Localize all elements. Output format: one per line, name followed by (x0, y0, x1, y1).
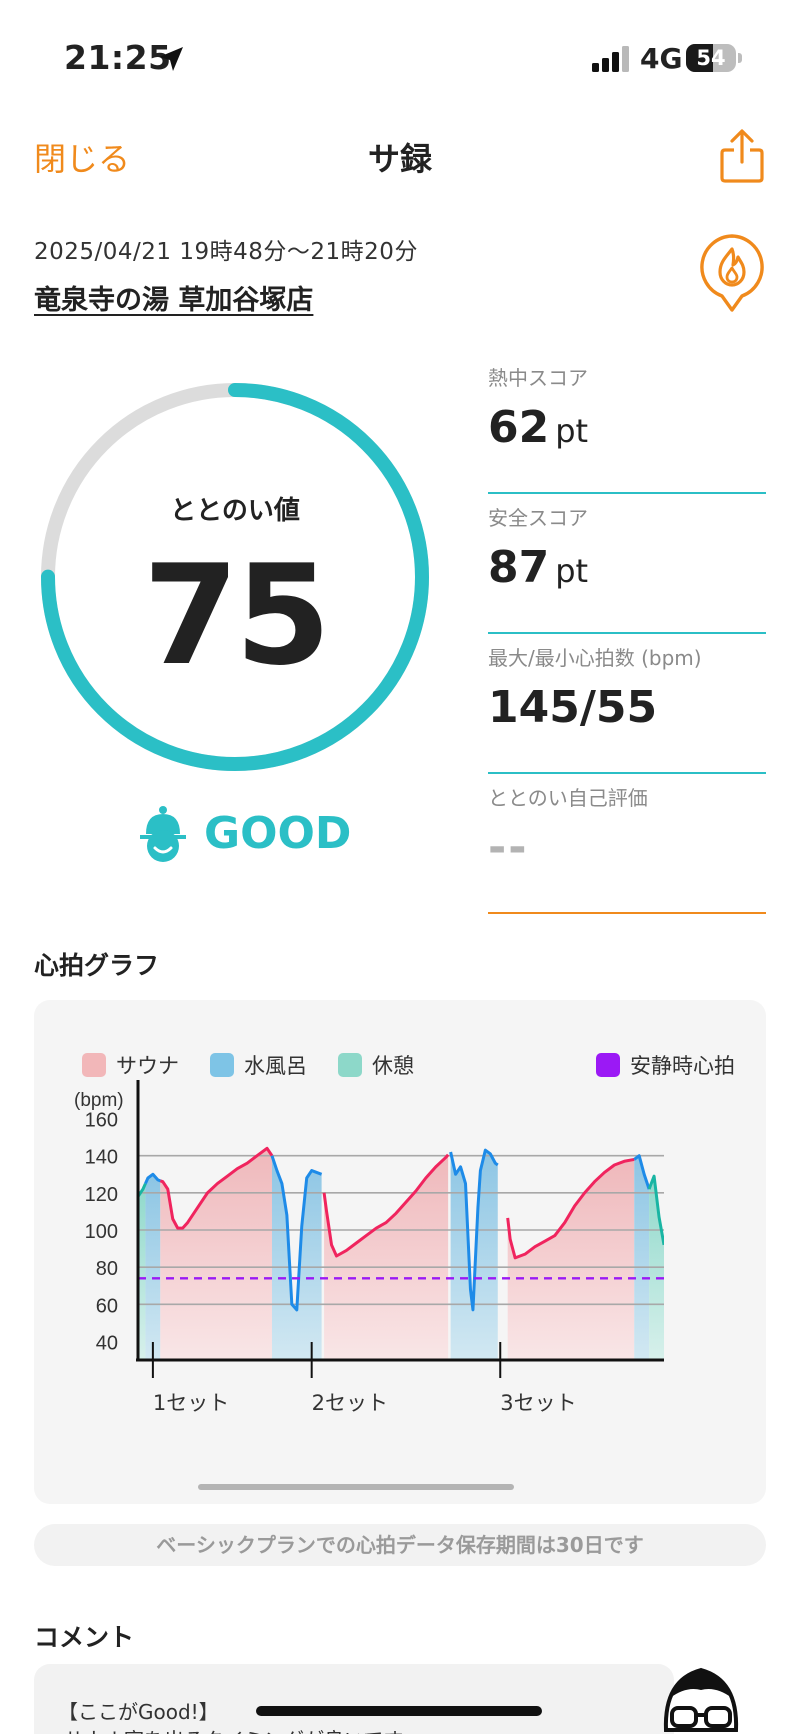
close-button[interactable]: 閉じる (34, 140, 131, 178)
battery-level: 54 (696, 46, 726, 70)
y-tick-label: 120 (85, 1184, 118, 1206)
session-datetime: 2025/04/21 19時48分～21時20分 (34, 239, 418, 265)
metric-value: 62 pt (488, 402, 589, 453)
water-hr-line (144, 1172, 161, 1185)
legend-swatch (82, 1053, 106, 1077)
y-tick-label: 160 (85, 1110, 118, 1132)
legend-label: 水風呂 (244, 1054, 307, 1078)
sauna-hr-line (322, 1153, 450, 1258)
heart-rate-range-metric: 最大/最小心拍数 (bpm) 145/55 (488, 642, 766, 774)
comment-section-title: コメント (34, 1623, 135, 1652)
water-hr-line (449, 1148, 499, 1312)
metric-label: 最大/最小心拍数 (bpm) (488, 646, 702, 670)
comment-heading: 【ここがGood!】 (58, 1700, 219, 1724)
fire-badge-icon[interactable] (696, 232, 768, 314)
sauna-phase-area (507, 1159, 635, 1360)
storage-notice: ベーシックプランでの心拍データ保存期間は30日です (34, 1524, 766, 1566)
legend-water: 水風呂 (210, 1050, 307, 1080)
set-label: 3セット (500, 1391, 576, 1415)
sauna-hr-line (506, 1157, 635, 1260)
metric-label: ととのい自己評価 (488, 786, 648, 810)
legend-swatch (596, 1053, 620, 1077)
set-label: 2セット (312, 1391, 388, 1415)
rest-phase-area (649, 1176, 664, 1360)
legend-swatch (338, 1053, 362, 1077)
water-phase-area (271, 1155, 322, 1360)
y-tick-label: 100 (85, 1221, 118, 1243)
heart-rate-graph-card[interactable]: サウナ 水風呂 休憩 安静時心拍 40 60 80 100 120 140 160 (bpm)… (34, 1000, 766, 1504)
gauge-progress-arc (41, 383, 429, 771)
legend-resting-hr: 安静時心拍 (596, 1050, 735, 1080)
self-rating-metric[interactable]: ととのい自己評価 -- (488, 782, 766, 914)
metric-label: 安全スコア (488, 506, 588, 530)
sauna-phase-area (324, 1154, 449, 1360)
sauna-hr-line (159, 1146, 274, 1230)
battery-tip (738, 53, 742, 63)
y-tick-label: 140 (85, 1147, 118, 1169)
water-phase-area (634, 1155, 650, 1360)
comment-body: サウナ室を出るタイミングが良いです (64, 1724, 403, 1734)
graph-section-title: 心拍グラフ (34, 951, 160, 980)
totonoi-score: 75 (142, 535, 331, 696)
totonoi-gauge (41, 383, 429, 771)
heart-rate-chart: 40 60 80 100 120 140 160(bpm) 1セット 2セット 3セット (74, 1080, 664, 1415)
home-indicator (256, 1706, 542, 1716)
legend-sauna: サウナ (82, 1050, 179, 1080)
rating-label: GOOD (204, 808, 352, 859)
rest-hr-line (647, 1174, 664, 1246)
water-phase-area (450, 1150, 498, 1360)
y-axis-label: (bpm) (74, 1090, 124, 1111)
rest-phase-area (138, 1183, 146, 1360)
advisor-avatar-icon (663, 1667, 739, 1732)
y-tick-label: 80 (96, 1258, 118, 1280)
legend-rest: 休憩 (338, 1050, 414, 1080)
facility-link[interactable]: 竜泉寺の湯 草加谷塚店 (34, 285, 314, 316)
share-icon[interactable] (718, 128, 766, 184)
water-hr-line (633, 1154, 651, 1190)
cellular-signal-icon (592, 46, 629, 72)
page-title: サ録 (367, 140, 432, 178)
metric-value: -- (488, 822, 529, 873)
location-arrow-icon (159, 47, 183, 71)
safety-score-metric: 安全スコア 87 pt (488, 502, 766, 634)
set-label: 1セット (153, 1391, 229, 1415)
sauna-phase-area (160, 1148, 272, 1360)
legend-swatch (210, 1053, 234, 1077)
legend-label: 休憩 (372, 1054, 414, 1078)
heat-score-metric: 熱中スコア 62 pt (488, 362, 766, 494)
network-type: 4G (640, 42, 683, 75)
status-bar: 21:25 4G 54 (0, 0, 800, 110)
legend-label: サウナ (116, 1054, 179, 1078)
y-tick-label: 40 (96, 1332, 118, 1354)
status-time: 21:25 (64, 38, 172, 77)
metric-value: 145/55 (488, 682, 658, 733)
legend-label: 安静時心拍 (630, 1054, 735, 1078)
chart-scrollbar[interactable] (198, 1484, 514, 1490)
y-tick-label: 60 (96, 1295, 118, 1317)
water-hr-line (270, 1155, 323, 1312)
sauna-hat-mascot-icon (140, 806, 186, 862)
metric-value: 87 pt (488, 542, 589, 593)
gauge-label: ととのい値 (170, 496, 300, 526)
rest-hr-line (138, 1182, 147, 1198)
battery-icon: 54 (686, 44, 736, 72)
comment-card: 【ここがGood!】 サウナ室を出るタイミングが良いです (34, 1664, 674, 1734)
metric-label: 熱中スコア (488, 366, 588, 390)
